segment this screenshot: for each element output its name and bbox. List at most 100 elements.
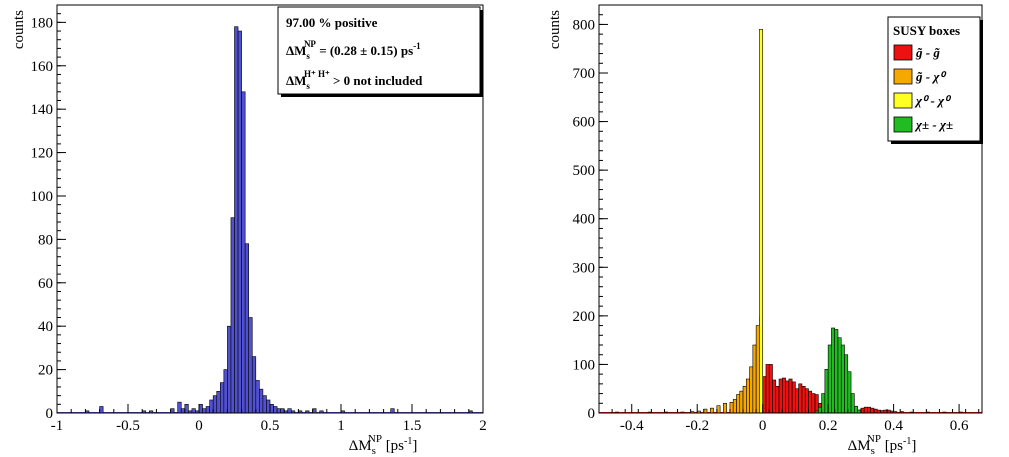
histogram-bar xyxy=(259,388,264,414)
y-tick-label: 0 xyxy=(46,406,54,422)
x-tick-label: 0.5 xyxy=(261,418,280,434)
histogram-bar-series-0 xyxy=(778,378,783,414)
histogram-bar-series-1 xyxy=(755,325,760,414)
y-tick-label: 80 xyxy=(38,232,53,248)
histogram-bar xyxy=(209,399,214,414)
y-axis-label: counts xyxy=(547,10,563,49)
histogram-bar-series-0 xyxy=(775,385,780,414)
histogram-bar-series-0 xyxy=(801,385,806,414)
histogram-bar-series-0 xyxy=(867,406,872,414)
histogram-bar-series-0 xyxy=(791,381,796,414)
legend-box xyxy=(277,6,481,95)
y-tick-label: 180 xyxy=(31,15,54,31)
left-panel: -1 -0.5 0 0.5 1 1.5 2020406080100120140160180Δ… xyxy=(11,4,487,457)
right-panel: -0.4 -0.2 0 0.2 0.4 0.6 0 100 200 300 400 500 600 700… xyxy=(547,4,983,457)
histogram-bar-series-3 xyxy=(854,405,858,414)
x-axis-label: ΔMsNP [ps-1] xyxy=(848,433,917,457)
histogram-bar xyxy=(212,395,218,414)
legend-swatch xyxy=(893,44,913,61)
histogram-bar xyxy=(177,401,182,414)
x-tick-label: -0.4 xyxy=(620,418,644,434)
histogram-bar-series-1 xyxy=(749,366,754,414)
x-tick-label: 0 xyxy=(759,418,767,434)
histogram-bar xyxy=(223,369,228,414)
histogram-bar-series-1 xyxy=(742,385,747,414)
y-tick-label: 500 xyxy=(573,163,596,179)
x-tick-label: 0.6 xyxy=(950,418,969,434)
legend-entry: g̃ - χ⁰ xyxy=(915,69,947,84)
y-tick-label: 100 xyxy=(573,357,596,373)
histogram-bar xyxy=(220,382,225,414)
y-tick-label: 20 xyxy=(38,363,53,379)
histogram-bar xyxy=(198,404,203,414)
histogram-bar xyxy=(273,406,278,414)
histogram-bar-series-0 xyxy=(782,377,786,414)
histogram-bar xyxy=(266,399,271,414)
legend-entry: g̃ - g̃ xyxy=(915,45,940,60)
y-tick-label: 0 xyxy=(588,406,596,422)
histogram-bar-series-1 xyxy=(709,407,714,414)
histogram-bar xyxy=(180,408,186,414)
histogram-bar xyxy=(227,325,232,414)
y-tick-label: 120 xyxy=(31,146,54,162)
histogram-bar-series-1 xyxy=(732,399,737,414)
y-tick-label: 300 xyxy=(573,260,596,276)
x-axis-label: ΔMsNP [ps-1] xyxy=(349,433,418,457)
x-tick-label: 0.4 xyxy=(884,418,903,434)
y-tick-label: 400 xyxy=(573,212,596,228)
y-tick-label: 140 xyxy=(31,102,54,118)
histogram-bar-series-2 xyxy=(759,28,763,414)
histogram-bar-series-0 xyxy=(798,383,803,414)
histogram-bar xyxy=(251,356,257,414)
histogram-bar xyxy=(230,217,235,414)
legend-title: SUSY boxes xyxy=(893,23,960,38)
histogram-bar-series-0 xyxy=(811,393,816,414)
x-tick-label: 1 xyxy=(337,418,345,434)
histogram-bar-series-0 xyxy=(765,364,770,414)
histogram-bar-series-1 xyxy=(746,378,750,414)
histogram-bar-series-0 xyxy=(785,380,790,414)
histogram-bar xyxy=(312,408,317,414)
y-tick-label: 600 xyxy=(573,115,596,131)
legend-line-positive: 97.00 % positive xyxy=(286,15,378,30)
legend-line-excluded: ΔMsH⁺ H⁺ > 0 not included xyxy=(286,69,423,91)
histogram-bar-series-3 xyxy=(827,344,832,414)
histogram-bar xyxy=(280,408,285,414)
histogram-bar-series-0 xyxy=(772,379,777,414)
histogram-bar-series-0 xyxy=(788,378,793,414)
legend-entry: χ⁰ - χ⁰ xyxy=(914,93,952,108)
histogram-bar-series-3 xyxy=(837,337,842,414)
histogram-bar xyxy=(390,408,395,414)
histogram-bar-series-0 xyxy=(863,406,868,414)
histogram-bar xyxy=(184,404,189,414)
histogram-bar xyxy=(241,91,246,414)
y-tick-label: 200 xyxy=(573,309,596,325)
histogram-bar xyxy=(248,317,253,414)
legend-swatch xyxy=(893,92,913,109)
histogram-bar-series-3 xyxy=(844,354,849,414)
histogram-bar xyxy=(262,395,267,414)
histogram-bar xyxy=(234,26,239,414)
histogram-bar-series-3 xyxy=(834,329,839,414)
histogram-bar-series-3 xyxy=(850,393,855,414)
y-tick-label: 800 xyxy=(573,17,596,33)
y-tick-label: 100 xyxy=(31,189,54,205)
histogram-bar-series-3 xyxy=(840,344,845,414)
histogram-bar xyxy=(276,408,281,414)
x-tick-label: -1 xyxy=(51,418,64,434)
histogram-bar xyxy=(237,30,242,414)
histogram-bar xyxy=(205,406,210,414)
histogram-bar-series-3 xyxy=(831,327,835,414)
histogram-bar xyxy=(244,243,249,414)
histogram-bar-series-0 xyxy=(768,364,773,414)
y-tick-label: 60 xyxy=(38,276,53,292)
histogram-bar xyxy=(269,404,274,414)
x-tick-label: 2 xyxy=(479,418,487,434)
histogram-bar xyxy=(202,408,207,414)
histogram-bar xyxy=(191,408,196,414)
x-tick-label: 0 xyxy=(195,418,203,434)
y-axis-label: counts xyxy=(11,10,27,49)
legend-swatch xyxy=(893,68,913,85)
x-tick-label: 1.5 xyxy=(403,418,422,434)
